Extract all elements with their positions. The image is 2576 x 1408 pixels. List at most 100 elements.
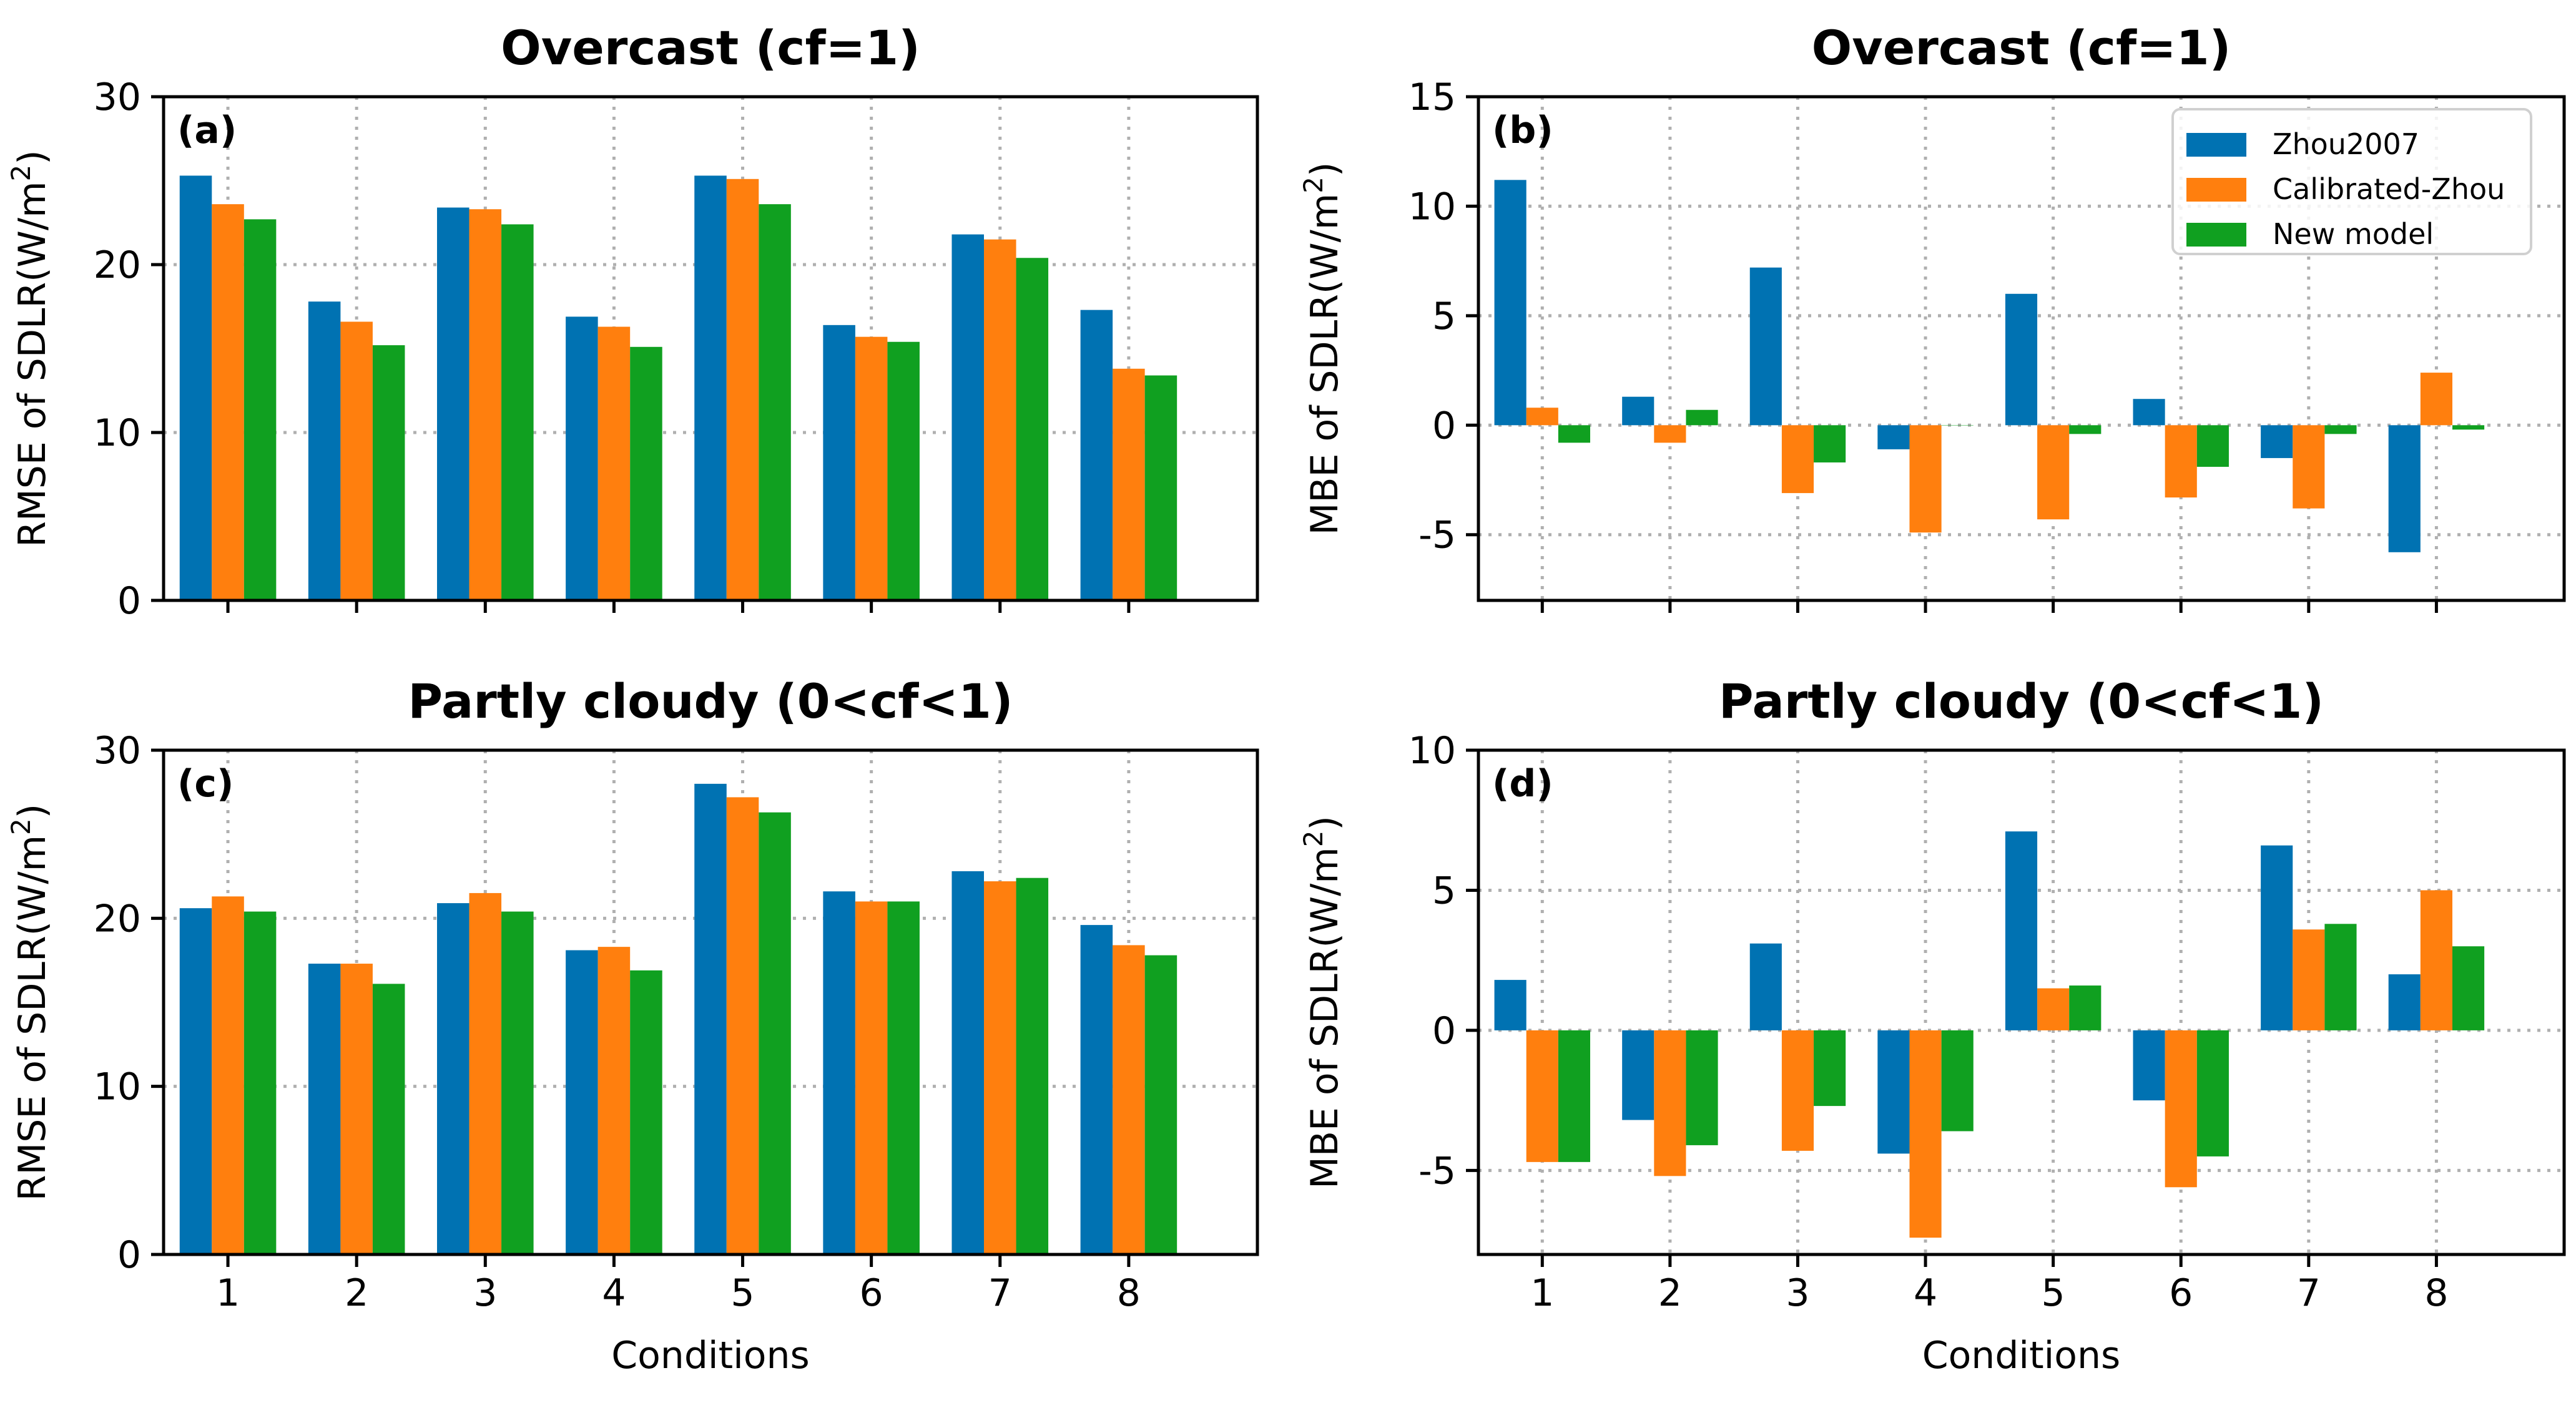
bar: [1144, 375, 1177, 600]
bar: [1080, 310, 1113, 600]
y-tick-label: 20: [94, 243, 141, 287]
bar: [2165, 425, 2197, 498]
bar: [1526, 408, 1558, 426]
bar: [887, 341, 920, 600]
y-tick-label: 0: [117, 579, 141, 623]
y-tick-label: 10: [94, 1065, 141, 1109]
bar: [1016, 258, 1049, 600]
bar: [2037, 425, 2070, 520]
y-axis-label: RMSE of SDLR(W/m2): [6, 150, 54, 547]
bar: [1814, 1030, 1846, 1107]
bar: [566, 950, 598, 1254]
bar: [855, 901, 888, 1254]
x-tick-label: 4: [1914, 1271, 1937, 1315]
bar: [1877, 425, 1910, 449]
y-tick-label: 10: [1408, 729, 1456, 773]
y-tick-label: 0: [117, 1233, 141, 1277]
bar: [212, 204, 244, 600]
panel-label: (b): [1492, 109, 1553, 152]
x-tick-label: 7: [988, 1271, 1012, 1315]
bar: [501, 224, 534, 600]
bar: [855, 336, 888, 600]
y-tick-label: 5: [1432, 869, 1456, 912]
y-tick-label: 0: [1432, 404, 1456, 447]
bar: [2196, 425, 2229, 467]
legend-label: New model: [2273, 217, 2434, 251]
bar: [340, 964, 373, 1254]
bar: [1941, 1030, 1974, 1132]
bar: [2005, 293, 2038, 426]
y-tick-label: 15: [1408, 76, 1456, 119]
bar: [2324, 425, 2357, 434]
bar: [566, 316, 598, 600]
y-axis-label: MBE of SDLR(W/m2): [1298, 162, 1347, 535]
bar: [308, 301, 341, 600]
bar: [2005, 831, 2038, 1030]
bar: [437, 903, 469, 1254]
bar: [2293, 425, 2325, 509]
bar: [1877, 1030, 1910, 1154]
panel-b: -5 0 5 10 15 Overcast (cf=1) (b) MBE of SDLR(W/…: [1298, 20, 2566, 613]
x-tick-label: 1: [1530, 1271, 1554, 1315]
legend-box: [2171, 108, 2532, 255]
x-tick-label: 3: [473, 1271, 497, 1315]
bar: [1749, 267, 1782, 426]
bar: [1144, 955, 1177, 1254]
y-tick-label: 30: [94, 76, 141, 119]
y-tick-label: -5: [1418, 514, 1456, 557]
bar: [951, 871, 984, 1254]
bar: [887, 901, 920, 1254]
legend-swatch: [2186, 223, 2246, 247]
bar: [2261, 845, 2293, 1030]
bar: [2452, 425, 2485, 430]
axes-frame: [1477, 748, 2566, 1256]
x-tick-label: 5: [2042, 1271, 2065, 1315]
bar: [2165, 1030, 2197, 1188]
bar: [469, 892, 502, 1254]
bar: [951, 234, 984, 601]
bar: [597, 947, 631, 1254]
panel-label: (d): [1492, 762, 1553, 806]
bar: [759, 204, 791, 600]
bar: [1781, 1030, 1814, 1151]
legend: Zhou2007 Calibrated-Zhou New model: [2171, 108, 2532, 255]
chart-title: Overcast (cf=1): [1812, 20, 2231, 76]
bar: [1622, 396, 1654, 426]
bar: [1558, 425, 1591, 443]
bar: [1526, 1030, 1558, 1162]
chart-title: Partly cloudy (0<cf<1): [1719, 673, 2324, 729]
panel-d: 1 2 3 4 5 6 7 8 -5 0 5 10 Partly cloudy (0<cf<1) (d) M…: [1298, 673, 2566, 1377]
bar: [630, 346, 662, 600]
bar: [2133, 399, 2165, 426]
bar: [1654, 1030, 1686, 1176]
panel-c: 1 2 3 4 5 6 7 8 0 10 20 30 Partly cloudy (0<cf<1) (c)…: [6, 673, 1259, 1377]
bar: [2324, 924, 2357, 1030]
chart-title: Partly cloudy (0<cf<1): [408, 673, 1013, 729]
bar: [1781, 425, 1814, 494]
bar: [1686, 1030, 1718, 1145]
chart-title: Overcast (cf=1): [501, 20, 920, 76]
x-tick-label: 6: [860, 1271, 883, 1315]
y-axis-label: MBE of SDLR(W/m2): [1298, 816, 1347, 1189]
bar: [1494, 980, 1526, 1030]
x-axis-label: Conditions: [611, 1334, 810, 1377]
x-tick-label: 1: [216, 1271, 240, 1315]
x-axis-label: Conditions: [1922, 1334, 2121, 1377]
x-tick-label: 2: [1658, 1271, 1682, 1315]
y-tick-label: 0: [1432, 1009, 1456, 1053]
x-tick-label: 5: [730, 1271, 754, 1315]
x-tick-label: 7: [2297, 1271, 2321, 1315]
bar: [1558, 1030, 1591, 1162]
x-tick-label: 4: [602, 1271, 626, 1315]
bar: [179, 908, 212, 1254]
y-tick-label: 10: [94, 411, 141, 455]
bar: [2069, 985, 2102, 1030]
bar: [1909, 1030, 1942, 1238]
axes-frame: [162, 748, 1259, 1256]
bar: [2452, 946, 2485, 1030]
bar: [243, 911, 277, 1254]
bar: [308, 964, 341, 1254]
bar: [2261, 425, 2293, 458]
bar: [1622, 1030, 1654, 1120]
